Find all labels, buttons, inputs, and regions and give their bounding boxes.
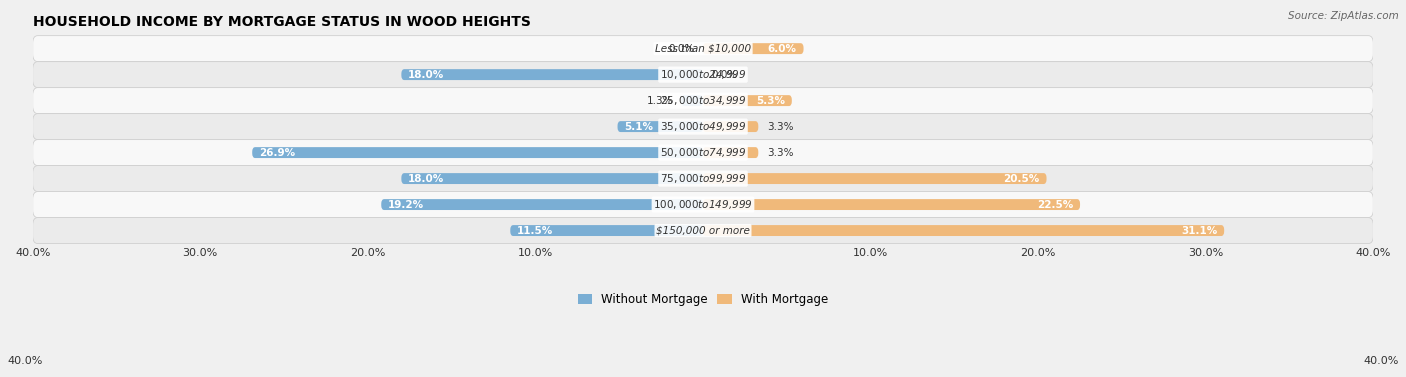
FancyBboxPatch shape	[703, 43, 804, 54]
FancyBboxPatch shape	[703, 95, 792, 106]
Text: HOUSEHOLD INCOME BY MORTGAGE STATUS IN WOOD HEIGHTS: HOUSEHOLD INCOME BY MORTGAGE STATUS IN W…	[32, 15, 530, 29]
Text: 1.3%: 1.3%	[647, 96, 673, 106]
Legend: Without Mortgage, With Mortgage: Without Mortgage, With Mortgage	[578, 293, 828, 307]
Text: 11.5%: 11.5%	[517, 225, 553, 236]
Text: 31.1%: 31.1%	[1181, 225, 1218, 236]
Text: 3.3%: 3.3%	[766, 147, 793, 158]
Text: 0.0%: 0.0%	[668, 44, 695, 54]
Text: 20.5%: 20.5%	[1004, 173, 1040, 184]
FancyBboxPatch shape	[703, 147, 758, 158]
FancyBboxPatch shape	[617, 121, 703, 132]
Text: Source: ZipAtlas.com: Source: ZipAtlas.com	[1288, 11, 1399, 21]
FancyBboxPatch shape	[32, 218, 1374, 244]
FancyBboxPatch shape	[381, 199, 703, 210]
FancyBboxPatch shape	[32, 113, 1374, 139]
Text: $25,000 to $34,999: $25,000 to $34,999	[659, 94, 747, 107]
FancyBboxPatch shape	[703, 199, 1080, 210]
Text: 19.2%: 19.2%	[388, 199, 425, 210]
Text: 5.1%: 5.1%	[624, 122, 654, 132]
Text: 22.5%: 22.5%	[1038, 199, 1073, 210]
FancyBboxPatch shape	[510, 225, 703, 236]
FancyBboxPatch shape	[401, 69, 703, 80]
Text: 40.0%: 40.0%	[1364, 356, 1399, 366]
FancyBboxPatch shape	[703, 121, 758, 132]
FancyBboxPatch shape	[32, 61, 1374, 87]
Text: 26.9%: 26.9%	[259, 147, 295, 158]
FancyBboxPatch shape	[401, 173, 703, 184]
Text: $35,000 to $49,999: $35,000 to $49,999	[659, 120, 747, 133]
FancyBboxPatch shape	[703, 225, 1225, 236]
FancyBboxPatch shape	[252, 147, 703, 158]
FancyBboxPatch shape	[703, 173, 1046, 184]
FancyBboxPatch shape	[32, 36, 1374, 61]
Text: 3.3%: 3.3%	[766, 122, 793, 132]
Text: 18.0%: 18.0%	[408, 173, 444, 184]
FancyBboxPatch shape	[32, 166, 1374, 192]
Text: $50,000 to $74,999: $50,000 to $74,999	[659, 146, 747, 159]
Text: $75,000 to $99,999: $75,000 to $99,999	[659, 172, 747, 185]
FancyBboxPatch shape	[682, 95, 703, 106]
Text: 40.0%: 40.0%	[7, 356, 42, 366]
Text: $10,000 to $24,999: $10,000 to $24,999	[659, 68, 747, 81]
Text: 5.3%: 5.3%	[756, 96, 785, 106]
Text: 0.0%: 0.0%	[711, 70, 738, 80]
FancyBboxPatch shape	[32, 192, 1374, 218]
FancyBboxPatch shape	[32, 87, 1374, 113]
Text: $150,000 or more: $150,000 or more	[657, 225, 749, 236]
Text: 18.0%: 18.0%	[408, 70, 444, 80]
Text: Less than $10,000: Less than $10,000	[655, 44, 751, 54]
FancyBboxPatch shape	[32, 139, 1374, 166]
Text: 6.0%: 6.0%	[768, 44, 797, 54]
Text: $100,000 to $149,999: $100,000 to $149,999	[654, 198, 752, 211]
